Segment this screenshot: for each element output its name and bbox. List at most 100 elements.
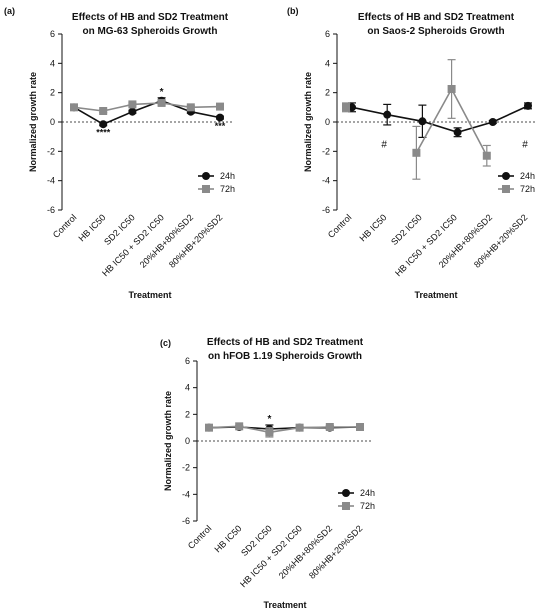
data-point [412, 148, 421, 157]
data-point [295, 423, 304, 432]
series-line [73, 99, 221, 126]
data-point [325, 423, 334, 431]
chart-panel-2: (b) Effects of HB and SD2 Treatment on Sao… [287, 6, 537, 300]
chart-subtitle: on hFOB 1.19 Spheroids Growth [208, 351, 362, 362]
significance-marker: **** [96, 128, 111, 138]
series-line [208, 425, 360, 434]
significance-marker: # [381, 140, 387, 151]
x-tick-label: HB IC50 [357, 212, 388, 243]
y-tick-label: 6 [185, 356, 190, 366]
significance-marker: *** [215, 121, 226, 131]
y-axis-label: Normalized growth rate [163, 391, 173, 491]
y-tick-label: 4 [50, 58, 55, 68]
legend-marker [202, 185, 210, 193]
chart-subtitle: on Saos-2 Spheroids Growth [367, 26, 504, 37]
chart-panel-1: (a) Effects of HB and SD2 Treatment on MG-… [4, 6, 235, 300]
data-point [128, 100, 137, 109]
x-tick-label: Control [51, 212, 79, 240]
x-axis-label: Treatment [414, 290, 457, 300]
series-72h [70, 98, 224, 115]
y-tick-label: -2 [47, 146, 55, 156]
y-tick-label: 6 [325, 29, 330, 39]
panel-label: (a) [4, 6, 15, 16]
significance-marker: # [522, 140, 528, 151]
data-point [342, 103, 350, 112]
data-point [447, 85, 456, 93]
panel-label: (c) [160, 338, 171, 348]
y-axis-label: Normalized growth rate [28, 72, 38, 172]
x-tick-label: 20%HB+80%SD2 [277, 523, 334, 580]
x-tick-label: 20%HB+80%SD2 [138, 212, 195, 269]
series-24h [205, 423, 364, 434]
data-point [265, 428, 274, 437]
legend-marker [342, 489, 350, 497]
y-tick-label: 2 [50, 88, 55, 98]
series-line [351, 105, 529, 134]
x-tick-label: 80%HB+20%SD2 [307, 523, 364, 580]
data-point [356, 423, 364, 431]
y-tick-label: -4 [47, 176, 55, 186]
y-tick-label: 6 [50, 29, 55, 39]
y-tick-label: -4 [182, 489, 190, 499]
x-tick-label: 80%HB+20%SD2 [167, 212, 224, 269]
y-tick-label: 0 [325, 117, 330, 127]
legend-label: 24h [360, 488, 375, 498]
data-point [453, 128, 462, 137]
x-tick-label: SD2 IC50 [389, 212, 424, 247]
legend-label: 24h [220, 171, 235, 181]
data-point [216, 113, 224, 122]
chart-panel-3: (c) Effects of HB and SD2 Treatment on hFO… [160, 337, 375, 610]
y-tick-label: -6 [182, 516, 190, 526]
data-point [383, 110, 392, 119]
x-axis-label: Treatment [263, 600, 306, 610]
chart-title: Effects of HB and SD2 Treatment [358, 12, 515, 23]
legend-marker [502, 185, 510, 193]
series-72h [205, 422, 364, 438]
data-point [216, 102, 224, 111]
series-24h [70, 96, 224, 129]
y-tick-label: 0 [185, 436, 190, 446]
series-line [73, 102, 221, 112]
data-point [418, 117, 427, 126]
data-point [482, 151, 491, 160]
x-tick-label: Control [186, 523, 214, 551]
x-axis-label: Treatment [128, 290, 171, 300]
data-point [99, 107, 108, 115]
data-point [70, 103, 78, 112]
chart-title: Effects of HB and SD2 Treatment [72, 12, 229, 23]
panel-label: (b) [287, 6, 299, 16]
data-point [157, 98, 166, 107]
y-tick-label: -2 [322, 146, 330, 156]
data-point [524, 101, 532, 110]
data-point [205, 423, 213, 432]
data-point [235, 422, 244, 431]
y-tick-label: -2 [182, 463, 190, 473]
chart-subtitle: on MG-63 Spheroids Growth [82, 26, 217, 37]
data-point [128, 107, 137, 116]
data-point [488, 118, 497, 126]
data-point [99, 120, 108, 129]
significance-marker: * [267, 414, 271, 425]
y-tick-label: 0 [50, 117, 55, 127]
y-tick-label: -6 [322, 205, 330, 215]
legend-label: 72h [520, 184, 535, 194]
y-tick-label: -6 [47, 205, 55, 215]
significance-marker: * [160, 87, 164, 98]
y-tick-label: 2 [325, 88, 330, 98]
series-24h [348, 101, 532, 138]
legend-marker [502, 172, 510, 180]
legend-label: 72h [220, 184, 235, 194]
series-72h [342, 59, 491, 180]
y-tick-label: 4 [185, 383, 190, 393]
chart-title: Effects of HB and SD2 Treatment [207, 337, 364, 348]
y-tick-label: -4 [322, 176, 330, 186]
x-tick-label: HB IC50 + SD2 IC50 [393, 212, 459, 278]
y-axis-label: Normalized growth rate [303, 72, 313, 172]
legend-marker [342, 502, 350, 510]
data-point [186, 103, 195, 112]
x-tick-label: Control [326, 212, 354, 240]
